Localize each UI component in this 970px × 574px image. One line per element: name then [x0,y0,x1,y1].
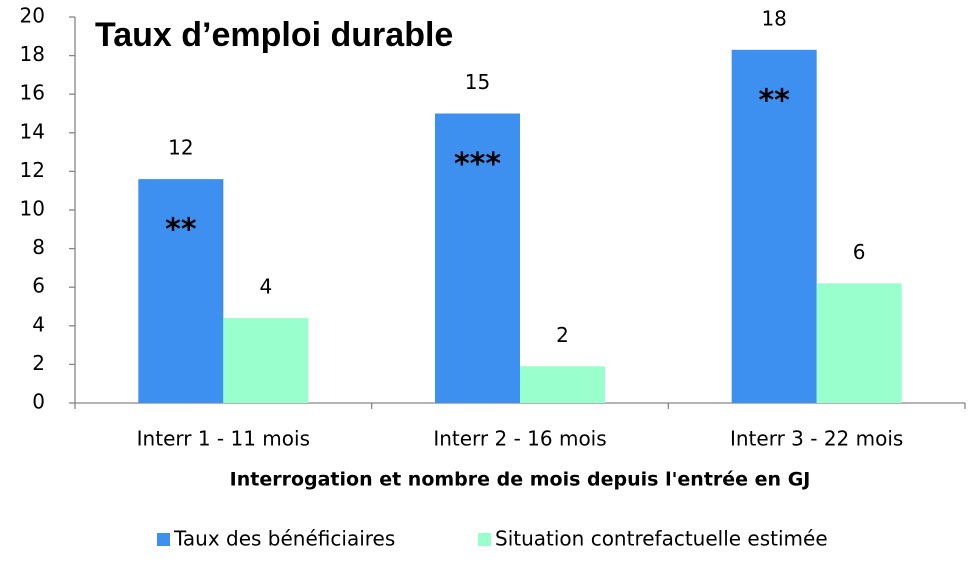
x-tick-label: Interr 3 - 22 mois [730,427,903,451]
bar [223,318,309,403]
value-label: 18 [761,6,786,30]
x-tick-label: Interr 1 - 11 mois [137,427,310,451]
legend-swatch [478,533,491,546]
y-tick-label: 10 [20,197,45,221]
legend-swatch [157,533,170,546]
y-tick-label: 0 [32,390,45,414]
legend-label: Taux des bénéficiaires [173,527,395,551]
y-tick-label: 12 [20,158,45,182]
y-tick-label: 6 [32,274,45,298]
value-label: 2 [556,323,569,347]
y-tick-label: 14 [20,119,45,143]
legend-label: Situation contrefactuelle estimée [495,527,828,551]
bar [435,113,520,403]
value-label: 12 [168,136,193,160]
x-axis-title: Interrogation et nombre de mois depuis l… [230,469,811,491]
y-tick-label: 2 [32,351,45,375]
y-tick-label: 16 [20,81,45,105]
x-tick-label: Interr 2 - 16 mois [433,427,606,451]
y-tick-label: 8 [32,235,45,259]
value-label: 4 [259,275,272,299]
y-tick-label: 20 [20,4,45,28]
value-label: 6 [853,240,866,264]
significance-annotation: ** [165,213,197,248]
bar [138,179,224,403]
bar [731,49,817,404]
y-tick-label: 18 [20,42,45,66]
bar [520,366,605,403]
bar [816,283,902,403]
y-tick-label: 4 [32,312,45,336]
significance-annotation: *** [454,147,501,182]
chart-title: Taux d’emploi durable [95,16,453,54]
significance-annotation: ** [758,83,790,118]
value-label: 15 [465,70,490,94]
